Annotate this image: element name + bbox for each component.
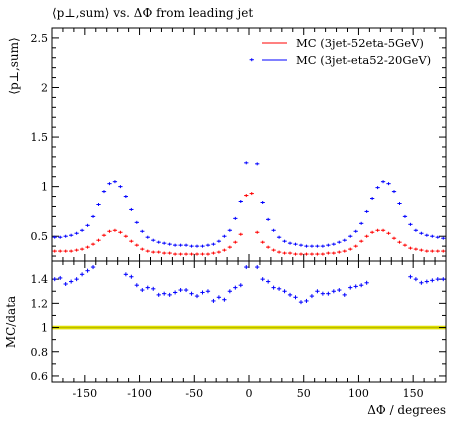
main-series xyxy=(52,58,446,256)
y-tick-label: 1.5 xyxy=(31,131,49,144)
x-tick-label: 50 xyxy=(297,387,311,400)
main-ticks: 0.5 1 1.5 2 2.5 xyxy=(31,28,446,261)
x-tick-label: 0 xyxy=(246,387,253,400)
ratio-y-tick-label: 1.4 xyxy=(31,273,49,286)
ratio-band xyxy=(52,325,446,330)
ratio-series xyxy=(52,265,446,305)
y-tick-label: 1 xyxy=(41,181,48,194)
legend-label-blue: MC (3jet-eta52-20GeV) xyxy=(296,53,431,67)
ratio-plot-frame xyxy=(51,260,447,383)
legend: MC (3jet-52eta-5GeV) MC (3jet-eta52-20Ge… xyxy=(262,36,431,67)
reference-band xyxy=(52,325,446,330)
y-tick-label: 2.5 xyxy=(31,32,49,45)
ratio-panel: MC/data 0.6 0.8 1 1.2 1.4 -150 -100 -50 0 50 100 15… xyxy=(4,260,447,417)
x-tick-label: -150 xyxy=(72,387,97,400)
x-tick-label: -50 xyxy=(185,387,203,400)
chart-title: ⟨p⊥,sum⟩ vs. ΔΦ from leading jet xyxy=(52,6,253,20)
x-axis-label: ΔΦ / degrees xyxy=(367,403,446,417)
ratio-y-axis-label: MC/data xyxy=(4,296,18,348)
ratio-ticks: 0.6 0.8 1 1.2 1.4 -150 -100 -50 0 50 100 150 xyxy=(31,261,446,400)
main-panel: ⟨p⊥,sum⟩ vs. ΔΦ from leading jet ⟨p⊥,sum… xyxy=(7,6,447,262)
x-tick-label: 150 xyxy=(403,387,424,400)
ratio-y-tick-label: 1 xyxy=(41,322,48,335)
y-tick-label: 0.5 xyxy=(31,230,49,243)
x-tick-label: -100 xyxy=(127,387,152,400)
ratio-y-tick-label: 1.2 xyxy=(31,297,49,310)
x-tick-label: 100 xyxy=(348,387,369,400)
y-axis-label: ⟨p⊥,sum⟩ xyxy=(7,37,21,94)
ratio-y-tick-label: 0.6 xyxy=(31,370,49,383)
y-tick-label: 2 xyxy=(41,81,48,94)
legend-label-red: MC (3jet-52eta-5GeV) xyxy=(296,36,424,50)
ratio-y-tick-label: 0.8 xyxy=(31,346,49,359)
